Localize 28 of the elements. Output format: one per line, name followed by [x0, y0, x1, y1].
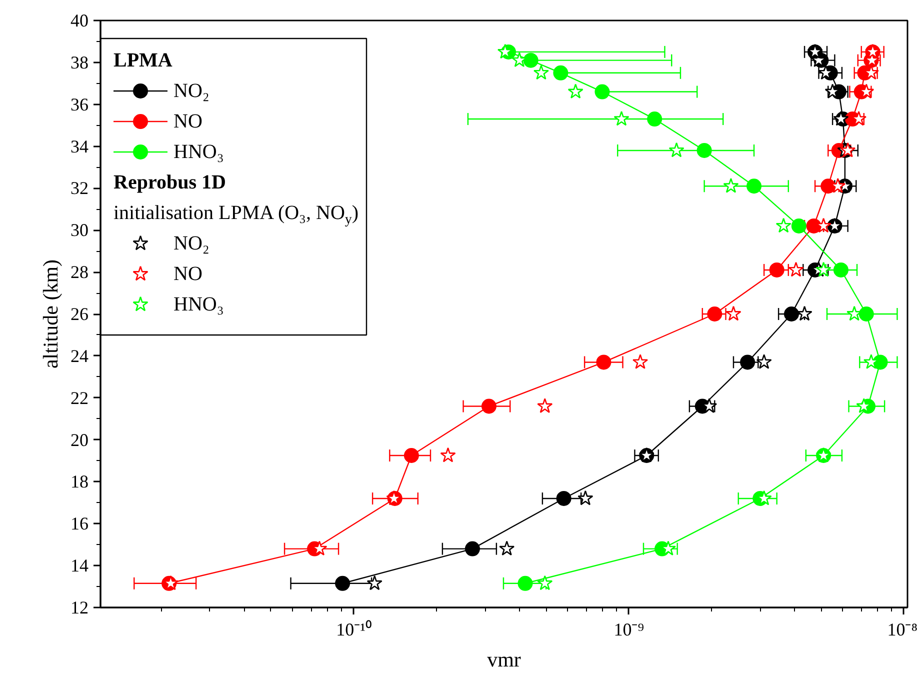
annotation: Reprobus 1D: [114, 172, 226, 194]
y-tick-label: 20: [70, 430, 88, 450]
y-tick-label: 30: [70, 220, 88, 240]
x-tick-label: 10⁻⁹: [614, 620, 644, 640]
y-tick-label: 36: [70, 94, 88, 114]
legend-label: HNO₃: [174, 141, 224, 163]
y-axis-title: altitude (km): [38, 259, 62, 369]
legend-label: HNO₃: [174, 294, 224, 316]
y-tick-label: 34: [70, 136, 88, 156]
x-axis-title: vmr: [487, 648, 521, 672]
y-tick-label: 32: [70, 178, 88, 198]
y-tick-label: 38: [70, 52, 88, 72]
y-tick-label: 26: [70, 304, 88, 324]
legend-label: NO: [174, 263, 202, 285]
y-tick-label: 28: [70, 262, 88, 282]
legend-label: NO: [174, 110, 202, 132]
legend-label: NO₂: [174, 232, 210, 254]
x-tick-label: 10⁻¹⁰: [336, 620, 372, 640]
x-tick-label: 10⁻⁸: [887, 620, 917, 640]
y-tick-label: 18: [70, 472, 88, 492]
y-tick-label: 22: [70, 388, 88, 408]
y-tick-label: 12: [70, 598, 88, 618]
annotation: LPMA: [114, 50, 173, 72]
y-tick-label: 24: [70, 346, 88, 366]
y-tick-label: 40: [70, 10, 88, 30]
y-tick-label: 14: [70, 556, 88, 576]
y-tick-label: 16: [70, 514, 88, 534]
legend-label: NO₂: [174, 80, 210, 102]
